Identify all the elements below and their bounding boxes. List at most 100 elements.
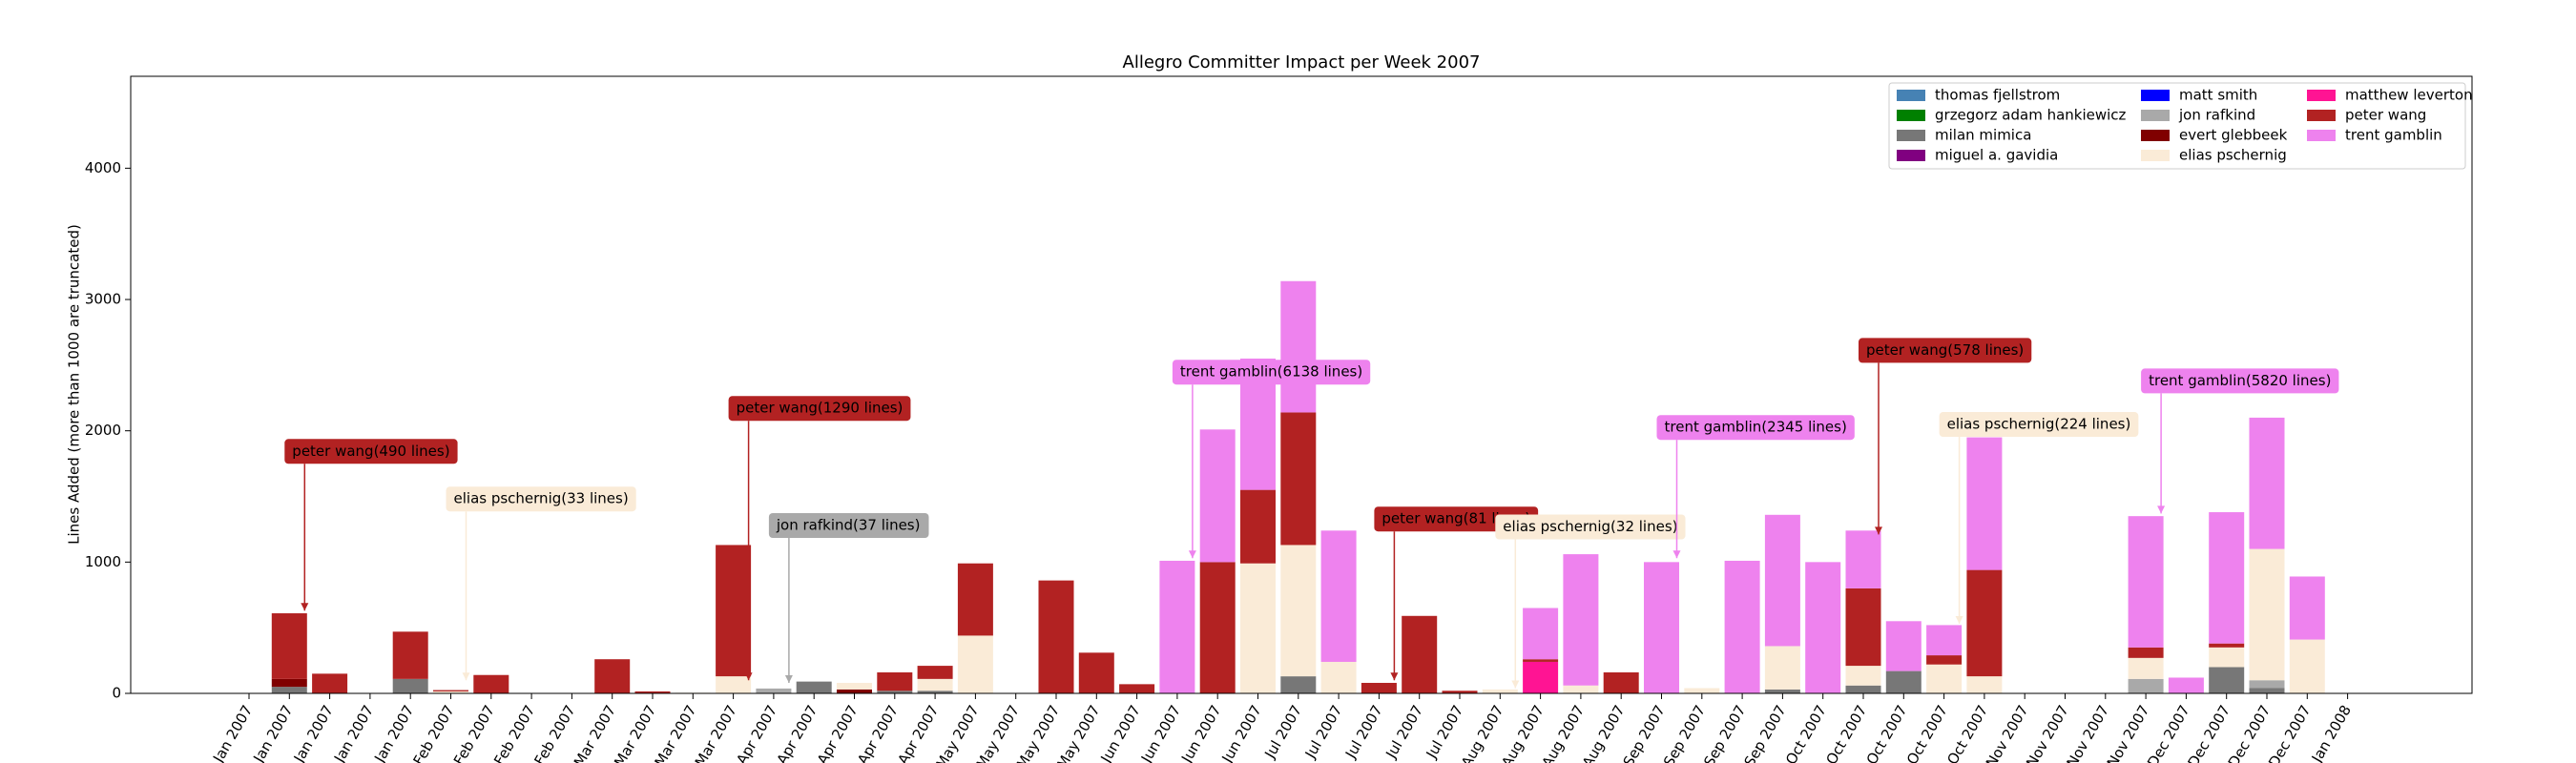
x-tick-label: Apr 2007	[854, 702, 902, 763]
bar-segment	[392, 631, 428, 679]
x-tick-label: Jan 2007	[250, 702, 297, 763]
legend-swatch	[2141, 90, 2170, 101]
y-tick-label: 1000	[85, 553, 121, 570]
bar-segment	[2209, 512, 2245, 644]
legend-swatch	[2141, 130, 2170, 141]
x-tick-label: Jun 2007	[1218, 702, 1265, 763]
annotation: jon rafkind(37 lines)	[768, 512, 929, 683]
bar-segment	[877, 691, 913, 693]
y-tick-label: 0	[112, 685, 121, 702]
annotation-text: trent gamblin(2345 lines)	[1665, 419, 1847, 436]
legend-label: trent gamblin	[2345, 127, 2442, 144]
bar-segment	[1523, 661, 1559, 693]
legend-swatch	[2141, 150, 2170, 161]
annotation: peter wang(578 lines)	[1859, 338, 2032, 535]
annotation-arrowhead	[1672, 550, 1681, 559]
x-tick-label: Apr 2007	[733, 702, 780, 763]
bar-segment	[716, 545, 752, 677]
chart-title: Allegro Committer Impact per Week 2007	[1123, 52, 1481, 72]
annotation: trent gamblin(6138 lines)	[1172, 360, 1371, 559]
legend: thomas fjellstrom grzegorz adam hankiewic…	[1888, 82, 2473, 170]
annotation-box	[1939, 412, 2139, 438]
y-tick-label: 3000	[85, 291, 121, 308]
bar-segment	[1280, 412, 1317, 546]
annotation: elias pschernig(32 lines)	[1495, 514, 1686, 689]
annotation: trent gamblin(2345 lines)	[1656, 415, 1855, 559]
annotation-arrowhead	[1511, 680, 1520, 689]
annotation-arrowhead	[1875, 526, 1882, 535]
bar-segment	[1280, 676, 1317, 693]
annotation-text: peter wang(1290 lines)	[737, 400, 904, 417]
bar-segment	[1644, 562, 1679, 693]
annotation: trent gamblin(5820 lines)	[2141, 368, 2339, 514]
legend-swatch	[2307, 90, 2336, 101]
x-tick-label: Jul 2007	[1381, 702, 1426, 762]
annotation-text: peter wang(81 lines)	[1381, 510, 1530, 527]
legend-swatch	[1897, 110, 1925, 121]
legend-label: jon rafkind	[2178, 107, 2255, 124]
legend-swatch	[1897, 130, 1925, 141]
bar-segment	[1523, 659, 1559, 662]
legend-label: grzegorz adam hankiewicz	[1935, 107, 2127, 124]
annotation-text: trent gamblin(5820 lines)	[2149, 372, 2331, 389]
bar-segment	[1845, 588, 1881, 667]
annotation-arrowhead	[301, 603, 309, 611]
annotation-arrowhead	[1955, 616, 1963, 625]
bar-segment	[2289, 576, 2325, 640]
bar-segment	[1442, 691, 1478, 693]
legend-label: matt smith	[2179, 87, 2257, 104]
bar-segment	[957, 635, 993, 693]
bar-segment	[1402, 615, 1438, 693]
bar-segment	[2128, 678, 2164, 693]
legend-label: thomas fjellstrom	[1935, 87, 2060, 104]
bar-segment	[1199, 562, 1236, 693]
bar-segment	[1966, 676, 2003, 693]
annotation-box	[1656, 415, 1855, 441]
x-tick-label: Jan 2007	[330, 702, 377, 763]
annotation-arrowhead	[744, 672, 753, 681]
legend-label: miguel a. gavidia	[1935, 147, 2058, 164]
bar-segment	[433, 691, 468, 693]
bar-segment	[2249, 417, 2285, 549]
bar-segment	[1280, 545, 1317, 677]
bar-segment	[2289, 639, 2325, 693]
x-tick-label: Jun 2007	[1137, 702, 1184, 763]
annotation-box	[768, 512, 929, 538]
bar-segment	[837, 689, 872, 693]
bar-segment	[1764, 689, 1800, 693]
annotation-arrowhead	[1188, 550, 1196, 559]
bar-segment	[2209, 667, 2245, 693]
bar-segment	[2128, 647, 2164, 658]
bar-segment	[2168, 677, 2204, 693]
bar-segment	[1966, 437, 2003, 570]
annotation-box	[446, 486, 636, 512]
annotation: peter wang(490 lines)	[284, 439, 458, 611]
bar-segment	[1966, 569, 2003, 677]
legend-swatch	[2307, 130, 2336, 141]
legend-swatch	[2307, 110, 2336, 121]
x-tick-label: Oct 2007	[1903, 702, 1951, 763]
bar-segment	[1159, 560, 1195, 693]
bar-segment	[2249, 688, 2285, 693]
x-tick-label: Oct 2007	[1822, 702, 1870, 763]
bar-segment	[957, 563, 993, 636]
bar-segment	[2249, 680, 2285, 689]
bar-segment	[1805, 562, 1841, 693]
annotation-box	[1172, 360, 1371, 385]
bar-segment	[1240, 563, 1276, 693]
annotation: peter wang(1290 lines)	[728, 396, 911, 681]
bar-segment	[756, 688, 792, 693]
bar-segment	[1361, 682, 1397, 693]
bar-segment	[1320, 661, 1357, 693]
annotation-box	[728, 396, 911, 422]
bar-segment	[1845, 530, 1881, 588]
legend-swatch	[1897, 90, 1925, 101]
bar-segment	[917, 666, 953, 679]
x-tick-label: Oct 2007	[1782, 702, 1830, 763]
bar-segment	[1320, 530, 1357, 662]
legend-swatch	[1897, 150, 1925, 161]
x-tick-label: Jan 2007	[290, 702, 337, 763]
bar-segment	[837, 682, 872, 690]
bar-segment	[2128, 516, 2164, 648]
y-tick-label: 2000	[85, 422, 121, 439]
